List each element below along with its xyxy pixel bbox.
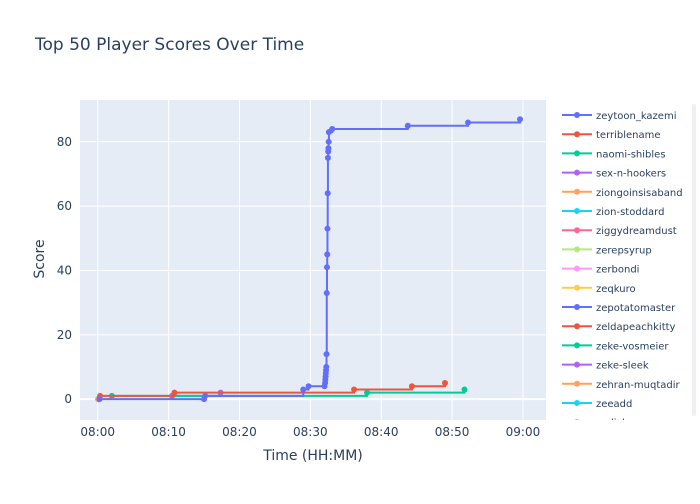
data-point [325,138,332,145]
legend-label: zehran-muqtadir [596,380,681,391]
legend-label: zerepsyrup [596,245,652,256]
y-tick-label: 0 [64,392,72,406]
legend-item[interactable]: zedick [562,418,628,429]
x-tick-label: 08:10 [151,425,186,439]
legend-marker [574,284,580,291]
legend-item[interactable]: terriblename [562,130,661,141]
data-point [364,389,371,396]
data-point [323,264,330,271]
legend[interactable]: zeytoon_kazemi terriblename naomi-shibles s… [562,111,683,429]
legend-label: naomi-shibles [596,149,666,160]
data-point [300,386,307,393]
legend-label: ziggydreamdust [596,226,677,237]
data-point [324,225,331,232]
data-point [442,380,449,387]
legend-label: zeqkuro [596,284,636,295]
legend-marker [574,380,580,387]
legend-item[interactable]: zeldapeachkitty [562,322,676,333]
data-point [329,125,336,132]
legend-marker [574,361,580,368]
legend-item[interactable]: zeke-sleek [562,361,649,372]
legend-marker [574,342,580,349]
y-axis-label: Score [32,239,48,278]
legend-item[interactable]: sex-n-hookers [562,169,666,180]
legend-item[interactable]: zeeadd [562,399,632,410]
data-point [324,154,331,161]
legend-marker [574,246,580,253]
data-point [323,363,330,370]
y-tick-label: 20 [57,328,72,342]
legend-marker [574,419,580,420]
legend-item[interactable]: zepotatomaster [562,303,676,314]
data-point [465,119,472,126]
legend-marker [574,169,580,176]
legend-marker [574,208,580,214]
legend-label: zeke-vosmeier [596,341,669,352]
x-axis-label: Time (HH:MM) [262,448,363,464]
data-point [461,386,468,393]
legend-marker [574,112,580,118]
data-point [324,190,331,197]
x-tick-label: 08:50 [435,425,470,439]
legend-label: zeeadd [596,399,632,410]
data-point [202,392,209,399]
x-tick-label: 08:40 [364,425,399,439]
x-tick-label: 08:30 [293,425,328,439]
data-point [323,289,330,296]
legend-marker [574,150,580,157]
y-tick-label: 40 [57,263,72,277]
legend-item[interactable]: ziongoinsisaband [562,188,683,199]
legend-item[interactable]: zerbondi [562,265,639,276]
data-point [96,396,103,403]
data-series [95,116,524,403]
legend-label: zerbondi [596,265,639,276]
data-point [323,351,330,358]
legend-marker [574,400,580,406]
legend-marker [574,265,580,272]
legend-item[interactable]: zion-stoddard [562,207,664,218]
legend-marker [574,304,580,310]
x-tick-label: 08:20 [222,425,257,439]
data-point [517,116,524,123]
axes: 08:00 08:10 08:20 08:30 08:40 08:50 09:00 0 20 40… [57,135,541,439]
plot-area [80,100,546,420]
legend-item[interactable]: zehran-muqtadir [562,380,681,391]
data-point [351,386,358,393]
legend-label: terriblename [596,130,661,141]
legend-label: zeldapeachkitty [596,322,676,333]
legend-item[interactable]: zeke-vosmeier [562,341,669,352]
legend-label: ziongoinsisaband [596,188,683,199]
legend-label: zedick [596,418,628,429]
data-point [324,251,331,258]
legend-label: sex-n-hookers [596,169,666,180]
legend-item[interactable]: zeytoon_kazemi [562,111,676,122]
legend-label: zeytoon_kazemi [596,111,676,122]
legend-item[interactable]: ziggydreamdust [562,226,677,237]
legend-label: zepotatomaster [596,303,676,314]
series-zeytoon_kazemi [96,116,524,403]
legend-scrollbar[interactable] [692,104,696,416]
data-point [404,122,411,129]
legend-label: zeke-sleek [596,361,649,372]
legend-marker [574,323,580,330]
data-point [325,145,332,152]
legend-label: zion-stoddard [596,207,664,218]
data-point [305,383,312,390]
legend-marker [574,227,580,234]
legend-item[interactable]: naomi-shibles [562,149,666,160]
legend-marker [574,131,580,138]
legend-item[interactable]: zeqkuro [562,284,636,295]
y-tick-label: 80 [57,135,72,149]
legend-item[interactable]: zerepsyrup [562,245,652,256]
x-tick-label: 09:00 [506,425,541,439]
data-point [408,383,415,390]
data-point [171,389,178,396]
x-tick-label: 08:00 [80,425,115,439]
chart-title: Top 50 Player Scores Over Time [34,35,304,55]
legend-marker [574,188,580,195]
y-tick-label: 60 [57,199,72,213]
